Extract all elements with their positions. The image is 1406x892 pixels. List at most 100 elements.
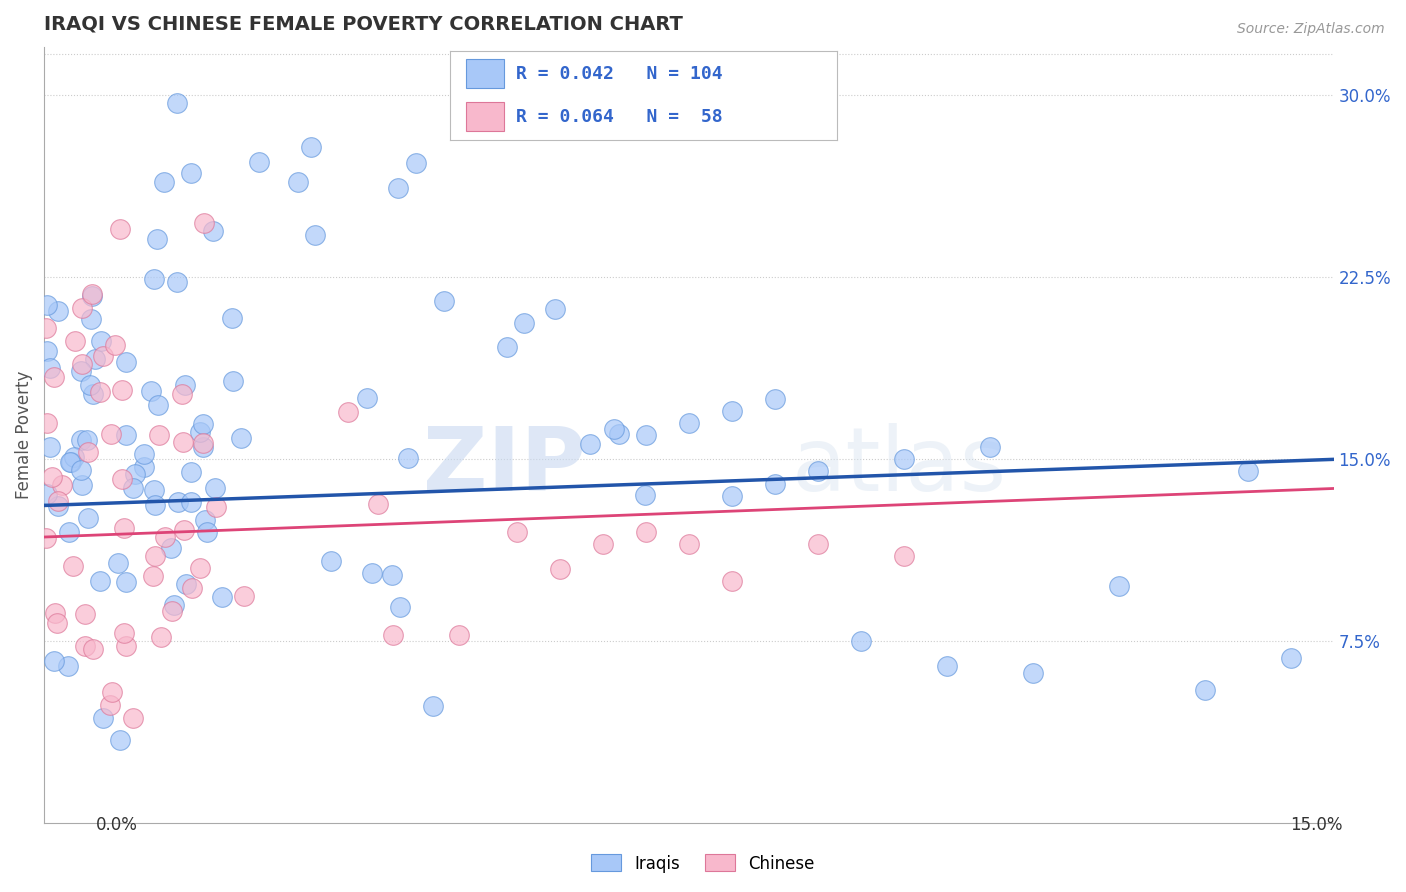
Iraqis: [763, 392, 786, 406]
Iraqis: [807, 465, 830, 479]
Chinese: [592, 537, 614, 551]
Chinese: [112, 521, 135, 535]
Chinese: [73, 607, 96, 621]
Iraqis: [38, 361, 60, 376]
Chinese: [153, 531, 176, 545]
Chinese: [42, 370, 65, 384]
Iraqis: [166, 495, 188, 509]
Iraqis: [1236, 465, 1258, 479]
Chinese: [70, 301, 93, 315]
Iraqis: [180, 465, 202, 479]
Chinese: [447, 628, 470, 642]
Iraqis: [287, 175, 309, 189]
Text: 15.0%: 15.0%: [1291, 816, 1343, 834]
Iraqis: [143, 498, 166, 512]
Chinese: [46, 493, 69, 508]
Iraqis: [195, 525, 218, 540]
Iraqis: [159, 541, 181, 555]
Iraqis: [935, 658, 957, 673]
Iraqis: [247, 155, 270, 169]
Iraqis: [202, 224, 225, 238]
Iraqis: [37, 344, 59, 359]
Iraqis: [89, 574, 111, 588]
Chinese: [63, 334, 86, 349]
Iraqis: [496, 341, 519, 355]
Chinese: [104, 338, 127, 352]
Iraqis: [356, 391, 378, 405]
Chinese: [35, 532, 58, 546]
Chinese: [115, 639, 138, 653]
Iraqis: [35, 486, 58, 500]
Chinese: [112, 626, 135, 640]
Iraqis: [1194, 683, 1216, 698]
Iraqis: [163, 598, 186, 612]
Chinese: [111, 383, 134, 397]
Chinese: [142, 569, 165, 583]
Iraqis: [122, 481, 145, 495]
Iraqis: [720, 404, 742, 418]
Iraqis: [79, 378, 101, 392]
Chinese: [110, 472, 132, 486]
Iraqis: [1021, 665, 1043, 680]
Iraqis: [512, 316, 534, 330]
Iraqis: [893, 452, 915, 467]
Iraqis: [433, 293, 456, 308]
Iraqis: [579, 437, 602, 451]
Iraqis: [188, 425, 211, 439]
Iraqis: [191, 417, 214, 432]
Chinese: [188, 561, 211, 575]
Iraqis: [76, 433, 98, 447]
Iraqis: [678, 416, 700, 430]
Iraqis: [319, 554, 342, 568]
Iraqis: [58, 525, 80, 540]
Chinese: [160, 604, 183, 618]
Iraqis: [381, 568, 404, 582]
Iraqis: [70, 477, 93, 491]
Iraqis: [108, 733, 131, 747]
Iraqis: [146, 232, 169, 246]
Text: atlas: atlas: [792, 423, 1007, 509]
Chinese: [506, 525, 529, 540]
Iraqis: [221, 374, 243, 388]
Chinese: [93, 349, 115, 363]
Iraqis: [763, 476, 786, 491]
Iraqis: [107, 556, 129, 570]
Chinese: [634, 525, 657, 540]
Iraqis: [134, 447, 156, 461]
Iraqis: [76, 511, 98, 525]
Chinese: [70, 357, 93, 371]
Chinese: [336, 405, 359, 419]
Iraqis: [59, 455, 82, 469]
Iraqis: [543, 302, 565, 317]
Iraqis: [39, 440, 62, 454]
Chinese: [893, 549, 915, 564]
Iraqis: [84, 351, 107, 366]
Chinese: [173, 524, 195, 538]
Iraqis: [194, 513, 217, 527]
Chinese: [172, 434, 194, 449]
Iraqis: [63, 450, 86, 465]
Chinese: [204, 500, 226, 515]
Iraqis: [174, 577, 197, 591]
Chinese: [122, 711, 145, 725]
Iraqis: [396, 451, 419, 466]
Chinese: [108, 221, 131, 235]
Chinese: [51, 478, 73, 492]
Chinese: [100, 685, 122, 699]
Iraqis: [37, 298, 59, 312]
Legend: Iraqis, Chinese: Iraqis, Chinese: [585, 847, 821, 880]
Chinese: [548, 561, 571, 575]
Iraqis: [180, 166, 202, 180]
Iraqis: [90, 334, 112, 348]
Iraqis: [173, 377, 195, 392]
Text: 0.0%: 0.0%: [96, 816, 138, 834]
Iraqis: [80, 312, 103, 326]
Chinese: [181, 581, 204, 595]
Chinese: [62, 559, 84, 574]
Iraqis: [191, 440, 214, 454]
Iraqis: [299, 140, 322, 154]
Chinese: [89, 385, 111, 400]
Iraqis: [143, 272, 166, 286]
Chinese: [75, 640, 97, 654]
Iraqis: [115, 428, 138, 442]
